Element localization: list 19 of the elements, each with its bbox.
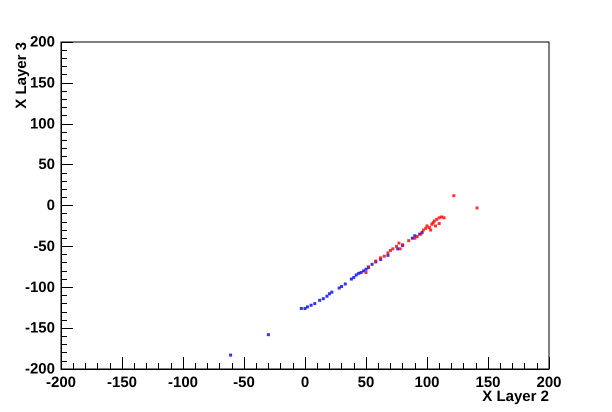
x-tick-label: -50 (233, 374, 255, 391)
y-tick-label: 0 (46, 197, 55, 214)
y-tick-label: 100 (30, 115, 55, 132)
x-tick-label: 150 (475, 374, 501, 391)
x-tick-label: -100 (168, 374, 198, 391)
y-tick-label: 50 (38, 156, 55, 174)
y-tick-label: 150 (30, 74, 55, 92)
x-axis-title: X Layer 2 (482, 388, 550, 405)
y-tick-label: -100 (24, 278, 55, 296)
y-axis-title: X Layer 3 (13, 42, 30, 109)
x-tick-label: 100 (414, 374, 440, 391)
x-tick-label: 0 (300, 374, 310, 391)
x-tick-label: -150 (106, 374, 138, 391)
y-tick-label: -200 (24, 360, 55, 378)
x-tick-label: 200 (536, 374, 562, 391)
y-tick-label: -150 (24, 320, 55, 337)
y-tick-label: 200 (30, 34, 55, 50)
x-tick-label: 50 (358, 374, 374, 391)
y-tick-label: -50 (33, 238, 55, 255)
